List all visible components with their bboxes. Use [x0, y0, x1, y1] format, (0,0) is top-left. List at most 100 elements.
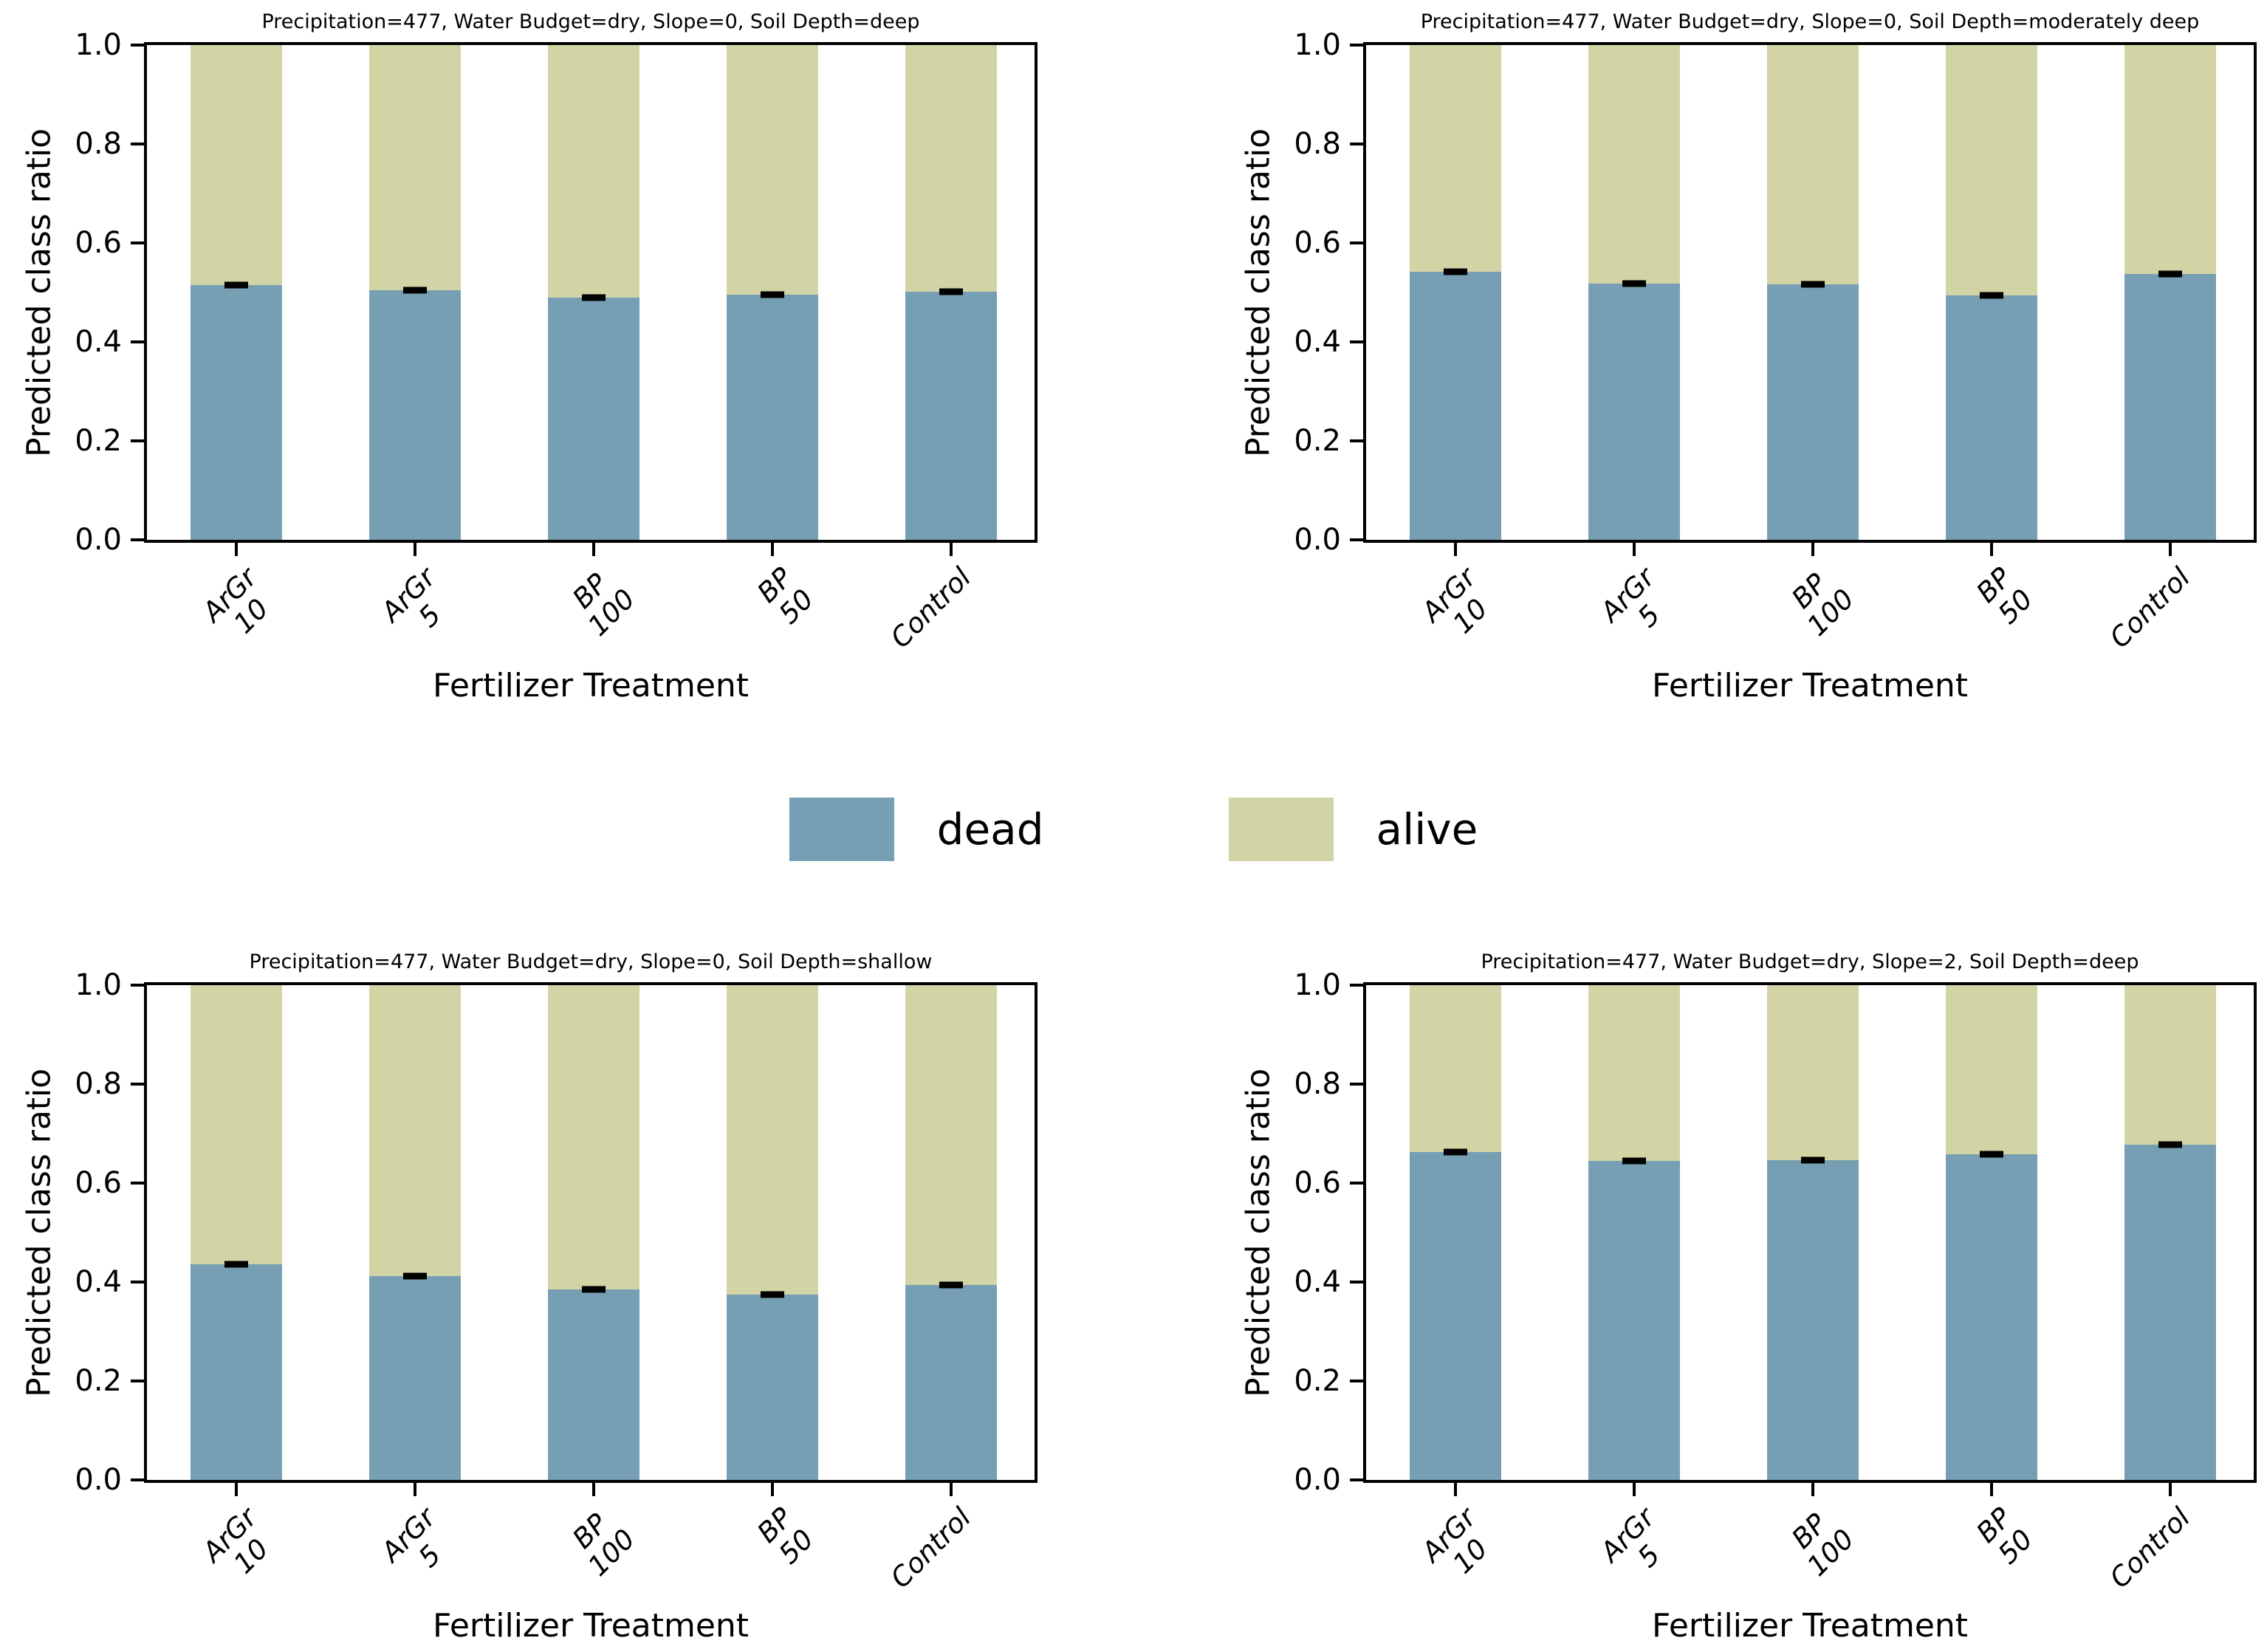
y-axis-label: Predicted class ratio: [1239, 1068, 1277, 1397]
error-bar: [224, 281, 248, 289]
stacked-bar: [1410, 45, 1501, 540]
bar-segment-alive: [1767, 985, 1859, 1161]
x-tick-label: ArGr 10: [1415, 561, 1494, 640]
y-tick-label: 0.6: [75, 226, 122, 260]
legend-item-alive: alive: [1228, 798, 1478, 861]
error-bar: [761, 1291, 784, 1298]
error-bar: [1980, 292, 2003, 299]
bar-segment-alive: [905, 985, 997, 1286]
y-tick-mark: [131, 241, 147, 244]
bar-segment-dead: [548, 297, 639, 540]
chart-title: Precipitation=477, Water Budget=dry, Slo…: [261, 10, 920, 33]
stacked-bar: [727, 985, 818, 1480]
bar-segment-alive: [1410, 45, 1501, 272]
y-tick-label: 0.2: [1294, 1364, 1341, 1398]
y-tick-mark: [1350, 1182, 1366, 1185]
stacked-bar: [1767, 45, 1859, 540]
bar-segment-dead: [1946, 1154, 2037, 1480]
y-tick-label: 0.8: [1294, 1067, 1341, 1101]
y-tick-mark: [1350, 538, 1366, 541]
error-bar: [1801, 281, 1825, 288]
error-bar: [2158, 1141, 2182, 1148]
x-tick-label: BP 100: [1786, 1507, 1861, 1583]
x-tick-label: BP 50: [751, 561, 820, 631]
y-tick-label: 0.6: [1294, 1166, 1341, 1200]
chart-title: Precipitation=477, Water Budget=dry, Slo…: [1481, 950, 2139, 973]
bar-segment-dead: [1588, 1160, 1680, 1480]
x-tick-mark: [2169, 1480, 2172, 1496]
plot-area: ArGr 10 ArGr 5 BP 100 BP 50 Control 0.0 0.2 0.4…: [75, 970, 1038, 1594]
y-tick-mark: [131, 1379, 147, 1382]
bar-segment-dead: [191, 1264, 282, 1480]
x-tick-mark: [771, 1480, 774, 1496]
plot-area: ArGr 10 ArGr 5 BP 100 BP 50 Control 0.0 0.2 0.4…: [1294, 970, 2257, 1594]
y-tick-label: 0.8: [75, 127, 122, 161]
bar-segment-dead: [727, 1295, 818, 1480]
x-tick-label: ArGr 10: [196, 561, 275, 640]
x-tick-label: BP 100: [566, 567, 642, 642]
y-tick-mark: [131, 1083, 147, 1086]
subplot-bottom-left: Precipitation=477, Water Budget=dry, Slo…: [21, 950, 1038, 1645]
y-tick-label: 0.4: [1294, 1265, 1341, 1299]
y-tick-label: 1.0: [75, 968, 122, 1002]
y-tick-label: 0.2: [1294, 424, 1341, 458]
y-tick-label: 0.0: [1294, 523, 1341, 557]
y-tick-label: 1.0: [1294, 28, 1341, 62]
x-tick-mark: [1811, 540, 1814, 556]
x-axis-label: Fertilizer Treatment: [432, 1607, 750, 1645]
x-tick-mark: [1811, 1480, 1814, 1496]
x-tick-label: ArGr 10: [196, 1501, 275, 1580]
bar-segment-dead: [1767, 284, 1859, 540]
bar-segment-alive: [1767, 45, 1859, 284]
stacked-bar: [369, 985, 461, 1480]
y-tick-mark: [131, 1478, 147, 1481]
stacked-bar: [1946, 45, 2037, 540]
bar-segment-alive: [1588, 985, 1680, 1161]
legend-label-alive: alive: [1376, 804, 1478, 854]
y-tick-mark: [1350, 1478, 1366, 1481]
x-tick-mark: [1454, 540, 1457, 556]
error-bar: [403, 1272, 427, 1280]
y-tick-mark: [1350, 44, 1366, 47]
y-tick-mark: [131, 439, 147, 442]
bar-segment-dead: [1410, 271, 1501, 540]
bar-segment-dead: [1588, 283, 1680, 540]
x-tick-label: Control: [2104, 1501, 2197, 1594]
x-tick-label: ArGr 5: [374, 561, 447, 634]
bar-segment-alive: [191, 45, 282, 285]
bar-segment-alive: [369, 985, 461, 1276]
stacked-bar: [1588, 985, 1680, 1480]
x-tick-label: BP 50: [1970, 561, 2040, 631]
error-bar: [1444, 1148, 1467, 1156]
y-tick-mark: [1350, 439, 1366, 442]
bar-segment-dead: [905, 1285, 997, 1480]
stacked-bar: [1767, 985, 1859, 1480]
error-bar: [2158, 270, 2182, 278]
error-bar: [1980, 1151, 2003, 1158]
y-tick-label: 0.8: [75, 1067, 122, 1101]
bar-segment-dead: [1410, 1152, 1501, 1480]
x-tick-label: BP 50: [1970, 1501, 2040, 1571]
bar-segment-alive: [905, 45, 997, 292]
x-tick-mark: [1633, 540, 1636, 556]
x-tick-mark: [414, 1480, 416, 1496]
chart-title: Precipitation=477, Water Budget=dry, Slo…: [249, 950, 933, 973]
x-tick-label: BP 100: [566, 1507, 642, 1583]
error-bar: [403, 287, 427, 294]
legend-swatch-alive: [1228, 798, 1334, 861]
error-bar: [939, 1281, 963, 1289]
error-bar: [582, 294, 606, 301]
x-tick-mark: [235, 540, 238, 556]
x-tick-mark: [592, 540, 595, 556]
bar-segment-alive: [1588, 45, 1680, 284]
y-tick-label: 0.6: [75, 1166, 122, 1200]
x-tick-mark: [592, 1480, 595, 1496]
bar-segment-alive: [369, 45, 461, 290]
y-tick-label: 0.0: [1294, 1463, 1341, 1497]
stacked-bar: [191, 45, 282, 540]
x-tick-mark: [414, 540, 416, 556]
bar-segment-dead: [727, 294, 818, 540]
stacked-bar: [1946, 985, 2037, 1480]
bar-segment-dead: [2124, 1144, 2216, 1480]
bar-segment-dead: [1946, 295, 2037, 540]
